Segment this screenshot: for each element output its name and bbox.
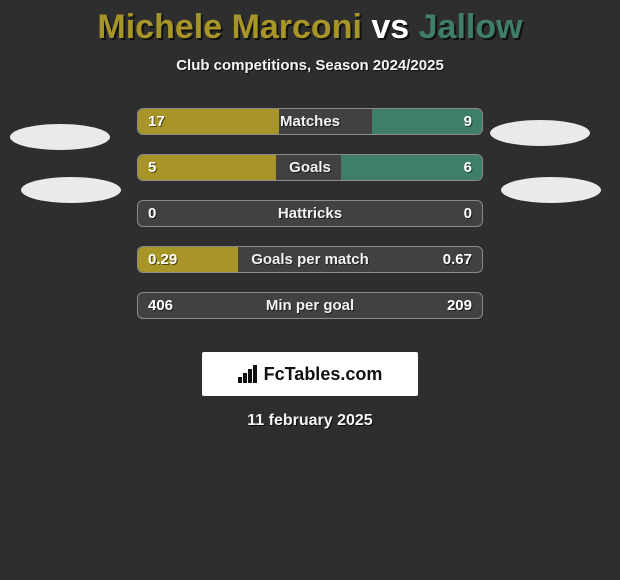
logo-box: FcTables.com [202, 352, 418, 396]
stat-label: Goals [138, 155, 482, 180]
player-image-placeholder [490, 120, 590, 146]
stat-value-left: 406 [148, 293, 173, 318]
player-image-placeholder [501, 177, 601, 203]
stat-label: Goals per match [138, 247, 482, 272]
subtitle: Club competitions, Season 2024/2025 [0, 57, 620, 74]
stat-value-left: 5 [148, 155, 156, 180]
stat-label: Hattricks [138, 201, 482, 226]
title-player1: Michele Marconi [97, 8, 362, 46]
logo-text: FcTables.com [264, 364, 383, 385]
stat-value-right: 0 [464, 201, 472, 226]
stat-row: Min per goal406 209 [0, 292, 620, 338]
stat-value-right: 9 [464, 109, 472, 134]
player-image-placeholder [10, 124, 110, 150]
title-vs: vs [362, 8, 419, 46]
stat-row: Goals per match0.29 0.67 [0, 246, 620, 292]
stat-value-left: 17 [148, 109, 165, 134]
stat-value-left: 0 [148, 201, 156, 226]
bar-chart-icon [238, 365, 260, 383]
player-image-placeholder [21, 177, 121, 203]
title-player2: Jallow [419, 8, 523, 46]
stat-value-right: 0.67 [443, 247, 472, 272]
date-label: 11 february 2025 [0, 412, 620, 430]
stat-label: Min per goal [138, 293, 482, 318]
stat-value-right: 209 [447, 293, 472, 318]
page-title: Michele Marconi vs Jallow [0, 8, 620, 47]
stat-value-left: 0.29 [148, 247, 177, 272]
stat-row: Hattricks0 0 [0, 200, 620, 246]
stat-value-right: 6 [464, 155, 472, 180]
stat-label: Matches [138, 109, 482, 134]
